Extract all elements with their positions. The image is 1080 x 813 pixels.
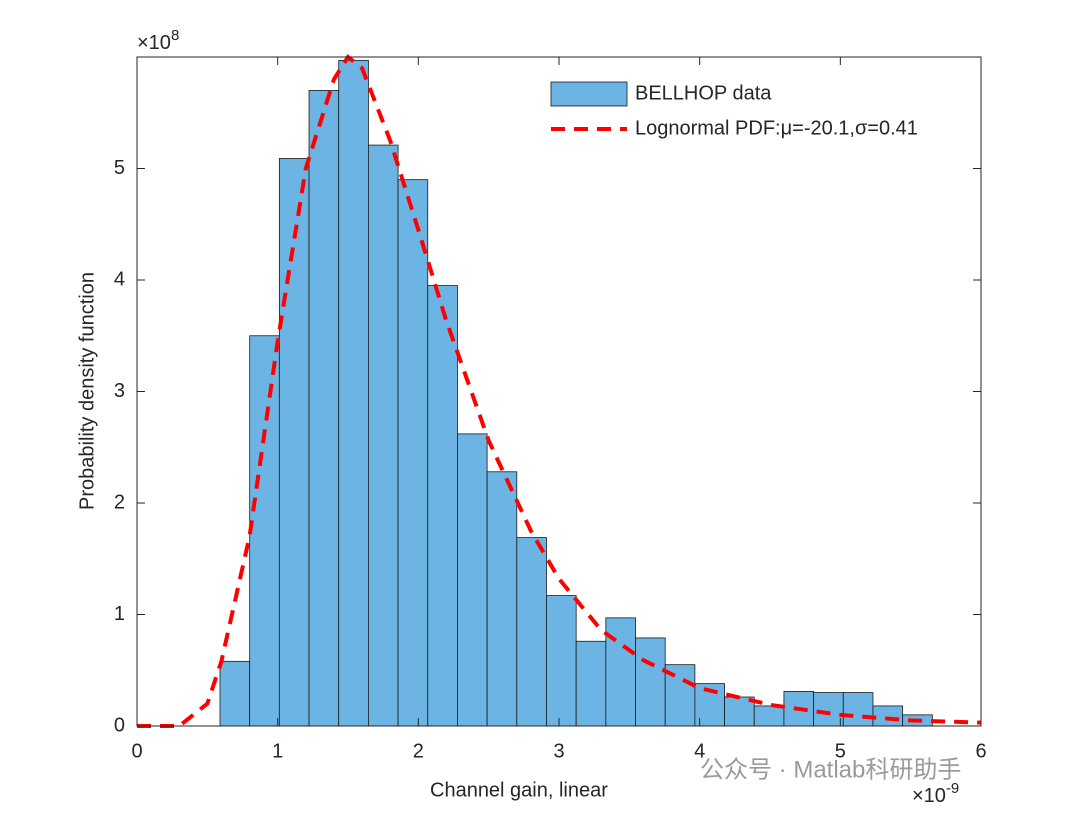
histogram-bar (397, 179, 429, 727)
histogram-bar (486, 471, 518, 727)
x-tick-label: 2 (413, 740, 424, 762)
y-multiplier-exponent: 8 (171, 27, 179, 44)
histogram-bar (635, 637, 666, 727)
histogram-bar (338, 59, 369, 727)
y-tick-label: 3 (114, 380, 125, 402)
histogram-bar (308, 90, 340, 727)
histogram-bar (575, 640, 607, 727)
histogram-bar (278, 158, 310, 727)
legend-swatch (550, 81, 628, 107)
x-tick-label: 1 (272, 740, 283, 762)
x-tick-label: 6 (975, 740, 986, 762)
y-axis-label: Probability density function (76, 272, 98, 510)
y-multiplier: ×108 (137, 27, 179, 54)
x-axis-label: Channel gain, linear (430, 779, 608, 801)
histogram-bar (872, 705, 904, 727)
pdf-curve (137, 54, 982, 728)
histogram-bar (249, 335, 280, 727)
x-tick-label: 5 (835, 740, 846, 762)
histogram-bar (842, 692, 874, 727)
legend-label: BELLHOP data (635, 82, 772, 104)
legend-label: Lognormal PDF:μ=-20.1,σ=0.41 (635, 117, 918, 139)
x-multiplier-base: ×10 (912, 785, 946, 807)
x-multiplier-exponent: -9 (946, 780, 959, 797)
x-tick-label: 0 (131, 740, 142, 762)
histogram-bar (516, 537, 547, 727)
histogram-bar (753, 705, 785, 727)
histogram-bar (367, 144, 399, 727)
y-tick-label: 4 (114, 268, 125, 290)
x-multiplier: ×10-9 (912, 780, 959, 807)
y-tick-label: 5 (114, 157, 125, 179)
x-tick-label: 4 (694, 740, 705, 762)
histogram-bar (457, 433, 488, 727)
y-tick-label: 2 (114, 491, 125, 513)
histogram-bar (813, 692, 844, 727)
watermark: 公众号 · Matlab科研助手 (700, 756, 961, 783)
y-multiplier-base: ×10 (137, 32, 171, 54)
x-tick-label: 3 (553, 740, 564, 762)
y-tick-label: 0 (114, 714, 125, 736)
y-tick-label: 1 (114, 603, 125, 625)
histogram-bar (546, 595, 577, 727)
histogram-bar (605, 617, 636, 727)
histogram-bar (427, 285, 458, 727)
histogram-bar (219, 660, 251, 727)
